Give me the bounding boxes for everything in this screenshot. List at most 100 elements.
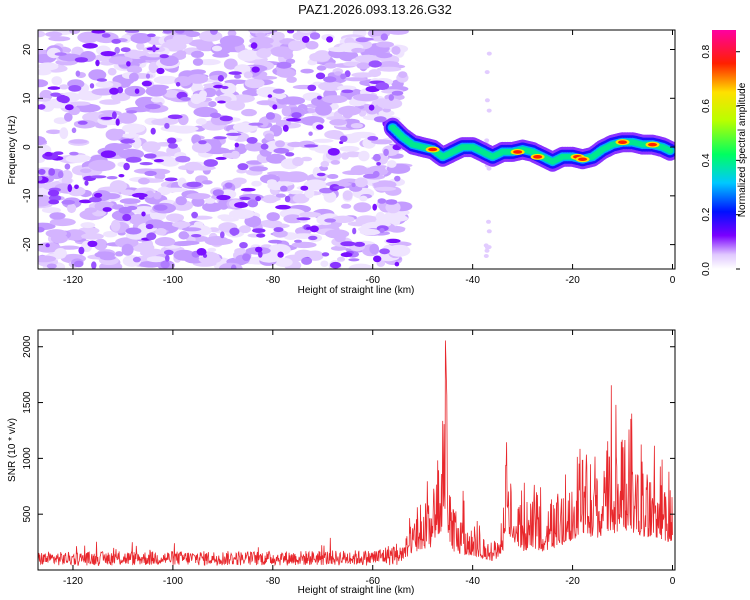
heatmap-noise-peak	[308, 235, 318, 241]
heatmap-noise-cell	[275, 193, 286, 198]
heatmap-noise-cell	[486, 166, 492, 171]
heatmap-noise-peak	[159, 54, 169, 59]
heatmap-noise-peak	[307, 84, 317, 92]
heatmap-noise-cell	[84, 207, 97, 213]
heatmap-noise-cell	[320, 260, 329, 267]
heatmap-noise-cell	[351, 72, 375, 78]
heatmap-noise-cell	[193, 221, 204, 230]
heatmap-noise-peak	[143, 153, 157, 159]
heatmap-noise-cell	[251, 180, 262, 187]
heatmap-noise-cell	[38, 242, 61, 253]
heatmap-noise-cell	[191, 141, 212, 154]
heatmap-noise-peak	[196, 248, 207, 256]
heatmap-noise-peak	[146, 232, 157, 241]
heatmap-noise-cell	[382, 98, 403, 109]
heatmap-noise-cell	[191, 50, 204, 59]
heatmap-noise-cell	[49, 218, 76, 227]
heatmap-noise-cell	[238, 225, 251, 234]
heatmap-noise-cell	[38, 139, 47, 145]
heatmap-noise-peak	[377, 198, 387, 204]
heatmap-noise-peak	[156, 67, 165, 75]
colorbar-tick-label: 0.4	[701, 153, 712, 167]
heatmap-noise-peak	[324, 218, 336, 223]
heatmap-noise-cell	[69, 139, 88, 144]
heatmap-noise-peak	[323, 76, 337, 83]
heatmap-noise-cell	[109, 180, 127, 193]
heatmap-noise-cell	[105, 128, 123, 141]
heatmap-noise-cell	[318, 81, 344, 91]
heatmap-noise-peak	[239, 196, 251, 201]
heatmap-noise-cell	[103, 231, 118, 238]
heatmap-noise-peak	[106, 176, 118, 180]
heatmap-noise-cell	[88, 69, 107, 81]
colorbar-gradient	[712, 30, 736, 269]
heatmap-noise-peak	[237, 163, 249, 171]
heatmap-noise-cell	[136, 42, 145, 50]
heatmap-noise-peak	[273, 147, 290, 154]
heatmap-noise-peak	[44, 151, 53, 157]
heatmap-noise-cell	[299, 211, 322, 218]
heatmap-noise-peak	[256, 233, 266, 238]
heatmap-noise-cell	[172, 241, 194, 247]
heatmap-noise-peak	[54, 52, 67, 56]
heatmap-noise-peak	[191, 211, 199, 219]
y-tick-label: 1500	[22, 391, 33, 414]
heatmap-noise-peak	[217, 100, 226, 104]
heatmap-noise-peak	[48, 194, 62, 202]
heatmap-noise-peak	[309, 32, 321, 40]
heatmap-noise-peak	[45, 243, 50, 248]
heatmap-noise-peak	[265, 112, 276, 120]
heatmap-noise-peak	[38, 168, 46, 175]
y-tick-label: 20	[22, 44, 33, 56]
heatmap-noise-cell	[186, 193, 211, 200]
heatmap-noise-cell	[309, 52, 325, 62]
heatmap-noise-cell	[230, 150, 240, 159]
heatmap-noise-peak	[91, 261, 97, 269]
heatmap-noise-cell	[173, 125, 199, 132]
heatmap-noise-cell	[288, 190, 304, 195]
heatmap-noise-peak	[316, 95, 322, 100]
heatmap-noise-cell	[388, 244, 411, 257]
heatmap-noise-peak	[348, 258, 360, 262]
heatmap-noise-cell	[129, 72, 139, 82]
heatmap-signal-peak	[428, 147, 438, 152]
heatmap-noise-cell	[378, 109, 395, 117]
heatmap-noise-cell	[247, 79, 264, 87]
y-tick-label: 500	[22, 505, 33, 522]
heatmap-y-axis-label: Frequency (Hz)	[7, 116, 18, 185]
heatmap-noise-peak	[251, 66, 260, 73]
heatmap-noise-cell	[59, 127, 69, 140]
heatmap-noise-peak	[89, 196, 102, 203]
heatmap-noise-peak	[175, 30, 185, 34]
heatmap-noise-peak	[304, 144, 319, 148]
heatmap-noise-cell	[354, 177, 368, 188]
heatmap-noise-peak	[145, 73, 151, 79]
heatmap-noise-peak	[294, 239, 302, 243]
heatmap-noise-cell	[107, 67, 117, 76]
heatmap-noise-cell	[353, 93, 379, 102]
heatmap-noise-peak	[100, 116, 114, 120]
heatmap-noise-peak	[120, 47, 131, 53]
heatmap-noise-cell	[266, 153, 286, 164]
heatmap-noise-peak	[242, 253, 251, 262]
heatmap-signal-peak	[618, 140, 628, 144]
heatmap-noise-peak	[228, 71, 242, 75]
heatmap-noise-peak	[144, 103, 161, 110]
heatmap-noise-cell	[114, 143, 132, 150]
heatmap-noise-peak	[316, 172, 326, 177]
heatmap-noise-cell	[312, 138, 334, 143]
heatmap-noise-cell	[327, 174, 339, 179]
heatmap-noise-peak	[380, 33, 388, 41]
heatmap-noise-peak	[215, 156, 227, 160]
heatmap-noise-peak	[210, 30, 218, 35]
heatmap-noise-cell	[157, 186, 171, 196]
heatmap-noise-peak	[131, 192, 148, 198]
heatmap-noise-peak	[141, 80, 152, 87]
heatmap-noise-cell	[38, 31, 46, 38]
heatmap-noise-peak	[47, 86, 61, 90]
heatmap-noise-cell	[131, 206, 157, 215]
heatmap-noise-cell	[369, 243, 380, 255]
heatmap-noise-peak	[145, 223, 154, 230]
